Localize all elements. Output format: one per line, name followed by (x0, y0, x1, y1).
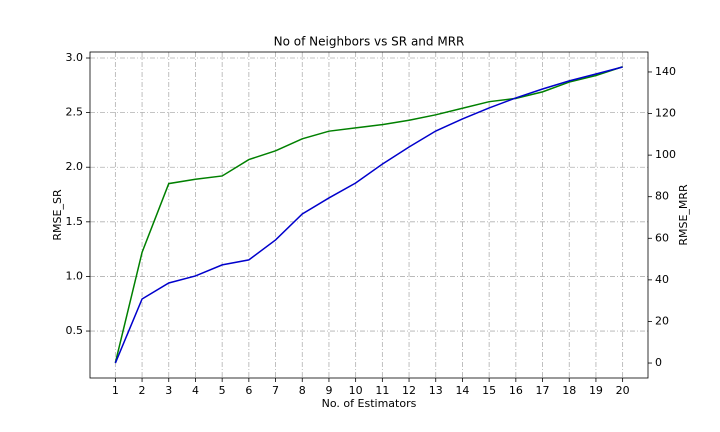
chart-title: No of Neighbors vs SR and MRR (274, 35, 465, 49)
x-tick-label: 2 (139, 384, 146, 397)
y-tick-label: 0.5 (66, 324, 84, 337)
x-tick-label: 19 (589, 384, 603, 397)
x-tick-label: 7 (272, 384, 279, 397)
x-tick-label: 6 (245, 384, 252, 397)
x-axis-label: No. of Estimators (322, 397, 417, 410)
x-tick-label: 18 (562, 384, 576, 397)
y2-tick-label: 40 (655, 273, 669, 286)
plot-frame (89, 51, 649, 379)
y-tick-label: 2.0 (66, 160, 84, 173)
y2-tick-label: 120 (655, 107, 676, 120)
data-line (114, 66, 623, 364)
y-tick-label: 2.5 (66, 106, 84, 119)
y-tick-label: 3.0 (66, 51, 84, 64)
x-tick-label: 13 (429, 384, 443, 397)
y2-tick-label: 140 (655, 65, 676, 78)
x-tick-label: 14 (455, 384, 469, 397)
y2-tick-label: 100 (655, 148, 676, 161)
y-tick-label: 1.0 (66, 269, 84, 282)
y2-axis-label: RMSE_MRR (677, 184, 690, 246)
x-tick-label: 15 (482, 384, 496, 397)
y-tick-label: 1.5 (66, 215, 84, 228)
x-tick-label: 9 (325, 384, 332, 397)
x-tick-label: 17 (536, 384, 550, 397)
x-tick-label: 11 (375, 384, 389, 397)
x-tick-label: 4 (192, 384, 199, 397)
x-tick-label: 5 (219, 384, 226, 397)
x-tick-label: 12 (402, 384, 416, 397)
x-tick-label: 1 (112, 384, 119, 397)
y-axis-label: RMSE_SR (51, 189, 64, 241)
x-tick-label: 16 (509, 384, 523, 397)
x-tick-label: 8 (299, 384, 306, 397)
y2-tick-label: 20 (655, 314, 669, 327)
data-line (114, 66, 623, 363)
y2-tick-label: 80 (655, 190, 669, 203)
y2-tick-label: 0 (655, 356, 662, 369)
x-tick-label: 10 (349, 384, 363, 397)
y2-tick-label: 60 (655, 231, 669, 244)
x-tick-label: 20 (616, 384, 630, 397)
x-tick-label: 3 (165, 384, 172, 397)
